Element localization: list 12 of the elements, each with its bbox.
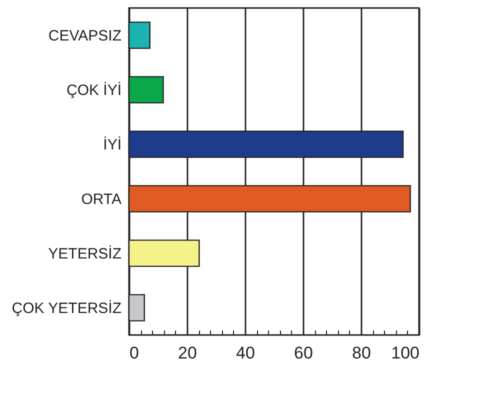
x-tick-label: 0 xyxy=(130,344,139,362)
y-tick-label: ÇOK İYİ xyxy=(66,80,122,99)
y-tick-label: İYİ xyxy=(103,135,122,154)
x-tick-label: 100 xyxy=(391,344,420,362)
x-tick-label: 40 xyxy=(236,344,255,362)
y-tick-label: ORTA xyxy=(81,190,122,208)
y-tick-label: YETERSİZ xyxy=(48,244,122,262)
x-tick-label: 60 xyxy=(294,344,313,362)
y-tick-label: ÇOK YETERSİZ xyxy=(12,298,122,317)
y-tick-label: CEVAPSIZ xyxy=(48,27,122,44)
x-tick-label: 20 xyxy=(178,344,197,362)
x-tick-label: 80 xyxy=(352,344,371,362)
